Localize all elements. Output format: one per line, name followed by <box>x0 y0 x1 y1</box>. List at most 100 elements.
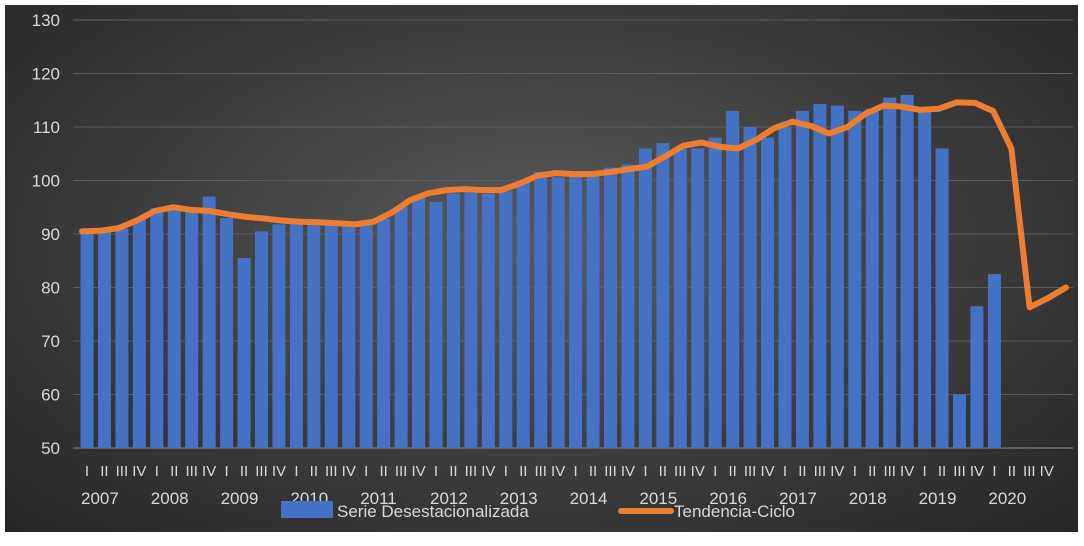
x-year-label: 2007 <box>81 489 119 508</box>
y-tick-label: 130 <box>32 11 60 30</box>
bar <box>97 232 111 448</box>
trend-point <box>189 208 193 212</box>
bar <box>377 219 391 448</box>
trend-point <box>700 141 704 145</box>
bar <box>255 231 268 448</box>
bar <box>307 221 321 448</box>
bar <box>516 180 530 448</box>
bar <box>202 196 216 448</box>
y-tick-label: 80 <box>41 279 60 298</box>
trend-point <box>1009 146 1013 150</box>
x-quarter-label: IV <box>830 463 844 480</box>
x-quarter-label: I <box>504 463 508 480</box>
x-quarter-label: III <box>953 463 966 480</box>
bar <box>150 208 164 448</box>
bar <box>80 234 94 448</box>
x-quarter-label: IV <box>1040 463 1054 480</box>
x-quarter-label: IV <box>272 463 286 480</box>
x-year-label: 2011 <box>360 489 397 508</box>
trend-point <box>426 191 430 195</box>
x-axis-tick-labels: I II III IV I II III IV I II III IV I II III IV I II III IV… <box>81 463 1054 508</box>
bar <box>167 207 181 448</box>
x-quarter-label: II <box>240 463 248 480</box>
bar <box>848 110 862 448</box>
trend-point <box>1046 296 1050 300</box>
x-year-label: 2012 <box>430 489 468 508</box>
x-quarter-label: III <box>116 463 129 480</box>
bar <box>272 224 286 448</box>
bar <box>289 223 303 448</box>
bar-series-serie-desestacionalizada <box>80 94 1001 449</box>
x-quarter-label: II <box>449 463 457 480</box>
x-quarter-label: I <box>225 463 229 480</box>
x-year-label: 2008 <box>151 489 189 508</box>
bar <box>918 110 932 448</box>
bar <box>586 171 600 448</box>
x-quarter-label: II <box>728 463 736 480</box>
trend-point <box>754 138 758 142</box>
trend-point <box>1028 305 1032 309</box>
x-quarter-label: IV <box>970 463 984 480</box>
x-quarter-label: IV <box>342 463 356 480</box>
bar <box>220 217 234 448</box>
x-quarter-label: IV <box>760 463 774 480</box>
x-quarter-label: IV <box>551 463 565 480</box>
x-year-label: 2020 <box>988 489 1026 508</box>
trend-point <box>444 188 448 192</box>
trend-point <box>627 167 631 171</box>
x-quarter-label: I <box>853 463 857 480</box>
x-quarter-label: IV <box>202 463 216 480</box>
trend-point <box>408 198 412 202</box>
y-tick-label: 70 <box>41 332 60 351</box>
trend-point <box>153 209 157 213</box>
x-quarter-label: III <box>814 463 827 480</box>
bar <box>324 223 338 448</box>
trend-point <box>845 125 849 129</box>
bar <box>795 110 809 448</box>
trend-point <box>864 112 868 116</box>
x-year-label: 2018 <box>849 489 887 508</box>
x-quarter-label: IV <box>900 463 914 480</box>
trend-point <box>80 229 84 233</box>
bar <box>569 175 583 448</box>
bar <box>883 97 897 448</box>
bar <box>708 137 722 448</box>
x-quarter-label: II <box>100 463 108 480</box>
trend-point <box>554 171 558 175</box>
trend-point <box>608 170 612 174</box>
bar <box>237 258 251 448</box>
trend-point <box>517 182 521 186</box>
trend-point <box>973 101 977 105</box>
x-quarter-label: IV <box>132 463 146 480</box>
bar <box>464 190 478 448</box>
trend-point <box>390 211 394 215</box>
x-year-label: 2017 <box>779 489 817 508</box>
x-quarter-label: III <box>604 463 617 480</box>
trend-point <box>171 205 175 209</box>
x-quarter-label: IV <box>411 463 425 480</box>
trend-point <box>772 126 776 130</box>
trend-point <box>98 229 102 233</box>
trend-point <box>262 216 266 220</box>
x-quarter-label: III <box>325 463 338 480</box>
x-quarter-label: III <box>1023 463 1036 480</box>
bar <box>394 207 408 448</box>
x-year-label: 2013 <box>500 489 538 508</box>
bar <box>830 105 844 448</box>
bar <box>743 127 757 448</box>
x-quarter-label: III <box>255 463 268 480</box>
line-series-tendencia-ciclo <box>79 99 1069 311</box>
x-quarter-label: I <box>155 463 159 480</box>
bar <box>499 191 513 448</box>
x-quarter-label: II <box>659 463 667 480</box>
x-quarter-label: III <box>674 463 687 480</box>
x-quarter-label: II <box>938 463 946 480</box>
trend-point <box>481 188 485 192</box>
bar <box>900 94 914 449</box>
legend-label-bar: Serie Desestacionalizada <box>337 502 529 521</box>
x-year-label: 2016 <box>709 489 747 508</box>
bar <box>534 171 548 448</box>
trend-point <box>335 221 339 225</box>
x-year-label: 2014 <box>570 489 608 508</box>
